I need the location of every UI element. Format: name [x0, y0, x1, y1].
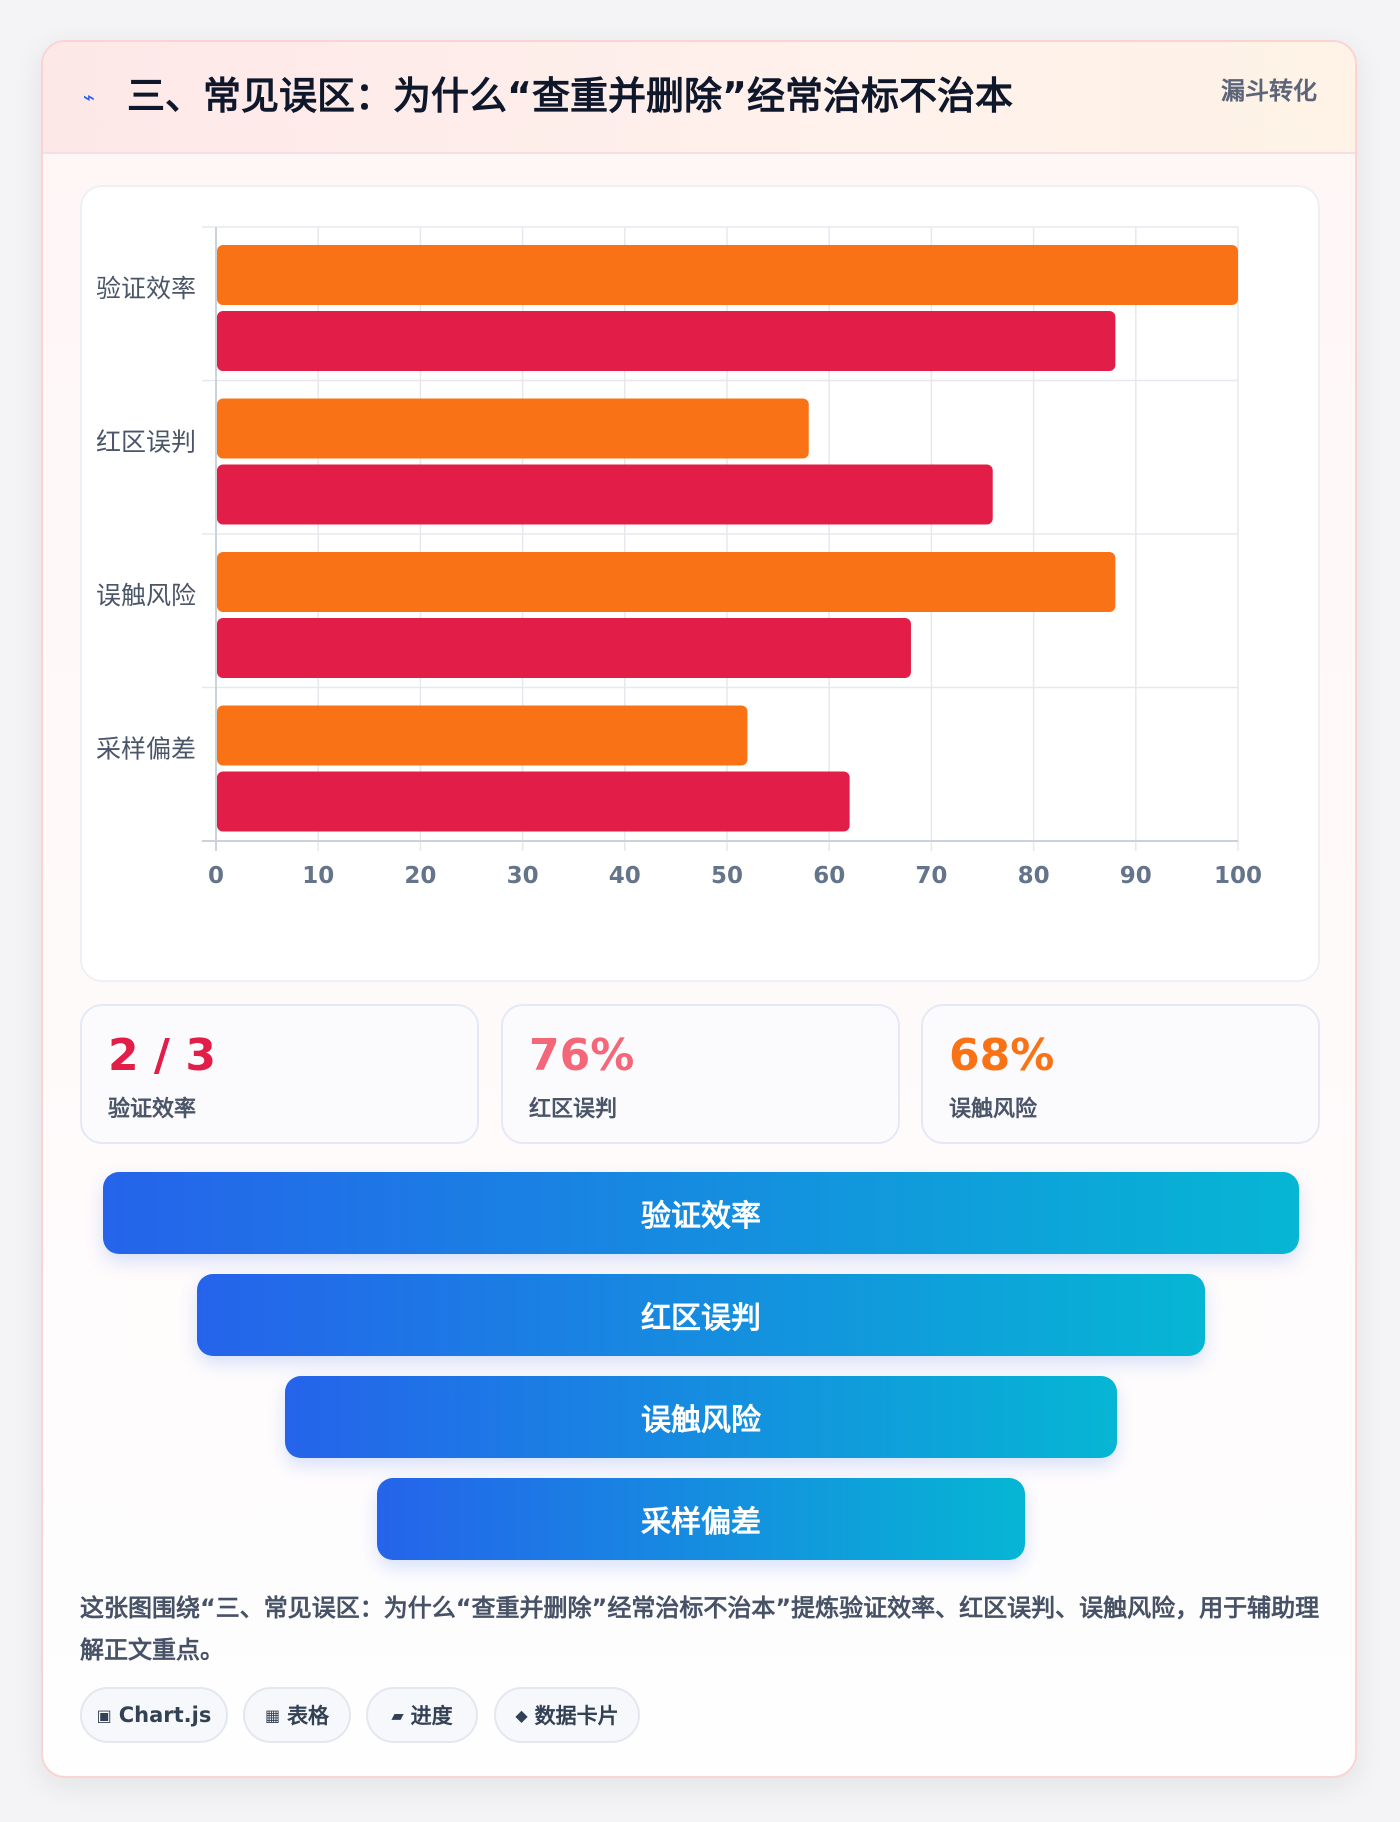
chip-label: 进度: [410, 1704, 453, 1728]
chart-panel: 0 10 20 30 40 50 60 70 80 90 100 验证效率红区误判误触风险采样偏差: [80, 185, 1320, 982]
x-tick-label: 100: [1214, 863, 1262, 889]
card-header: ⌁ 三、常见误区：为什么“查重并删除”经常治标不治本 漏斗转化: [43, 42, 1355, 154]
page-title: 三、常见误区：为什么“查重并删除”经常治标不治本: [127, 74, 1013, 118]
stat-label: 红区误判: [529, 1097, 618, 1122]
stat-value: 68%: [949, 1030, 1055, 1081]
stat-label: 验证效率: [108, 1097, 197, 1122]
chip-label: 数据卡片: [534, 1704, 619, 1728]
bar: [217, 464, 993, 525]
bar: [217, 245, 1238, 305]
x-tick-label: 20: [404, 863, 436, 889]
category-label: 采样偏差: [96, 734, 196, 763]
bar: [217, 618, 911, 678]
category-label: 验证效率: [96, 274, 196, 303]
bar: [217, 311, 1116, 371]
bar: [217, 771, 850, 832]
x-tick-label: 70: [915, 863, 947, 889]
stat-label: 误触风险: [949, 1097, 1038, 1122]
stat-card-1: 2 / 3 验证效率: [80, 1004, 479, 1144]
funnel-stage-4: 采样偏差: [377, 1478, 1025, 1560]
chip-label: 表格: [287, 1704, 330, 1728]
category-label: 误触风险: [96, 581, 196, 610]
chip-label: Chart.js: [118, 1703, 212, 1727]
category-tag: 漏斗转化: [1221, 77, 1317, 105]
x-tick-label: 0: [208, 863, 224, 889]
flash-icon: ⌁: [83, 85, 96, 109]
x-tick-label: 50: [711, 863, 743, 889]
progress-icon: ▰: [391, 1705, 404, 1725]
x-tick-label: 10: [302, 863, 334, 889]
stat-card-3: 68% 误触风险: [921, 1004, 1320, 1144]
stat-card-2: 76% 红区误判: [501, 1004, 900, 1144]
stat-value: 2 / 3: [108, 1030, 216, 1081]
funnel-stage-1: 验证效率: [103, 1172, 1299, 1254]
funnel-stage-2: 红区误判: [197, 1274, 1205, 1356]
chart-caption: 这张图围绕“三、常见误区：为什么“查重并删除”经常治标不治本”提炼验证效率、红区…: [80, 1594, 1320, 1664]
chip-data-card[interactable]: ◆ 数据卡片: [494, 1687, 640, 1743]
funnel-stage-3: 误触风险: [285, 1376, 1117, 1458]
bar: [217, 398, 809, 459]
chip-progress[interactable]: ▰ 进度: [366, 1687, 478, 1743]
bar: [217, 552, 1116, 612]
stat-value: 76%: [529, 1030, 635, 1081]
chart-icon: ▣: [96, 1705, 112, 1725]
x-tick-label: 60: [813, 863, 845, 889]
table-icon: ▦: [264, 1705, 281, 1725]
content-card: ⌁ 三、常见误区：为什么“查重并删除”经常治标不治本 漏斗转化 0 10 20 30 4…: [41, 40, 1357, 1778]
bar: [217, 705, 748, 766]
x-tick-label: 80: [1018, 863, 1050, 889]
diamond-icon: ◆: [515, 1705, 528, 1725]
category-label: 红区误判: [96, 427, 196, 456]
x-tick-label: 30: [507, 863, 539, 889]
x-tick-label: 40: [609, 863, 641, 889]
chip-table[interactable]: ▦ 表格: [243, 1687, 351, 1743]
chip-chartjs[interactable]: ▣ Chart.js: [80, 1687, 228, 1743]
x-tick-label: 90: [1120, 863, 1152, 889]
